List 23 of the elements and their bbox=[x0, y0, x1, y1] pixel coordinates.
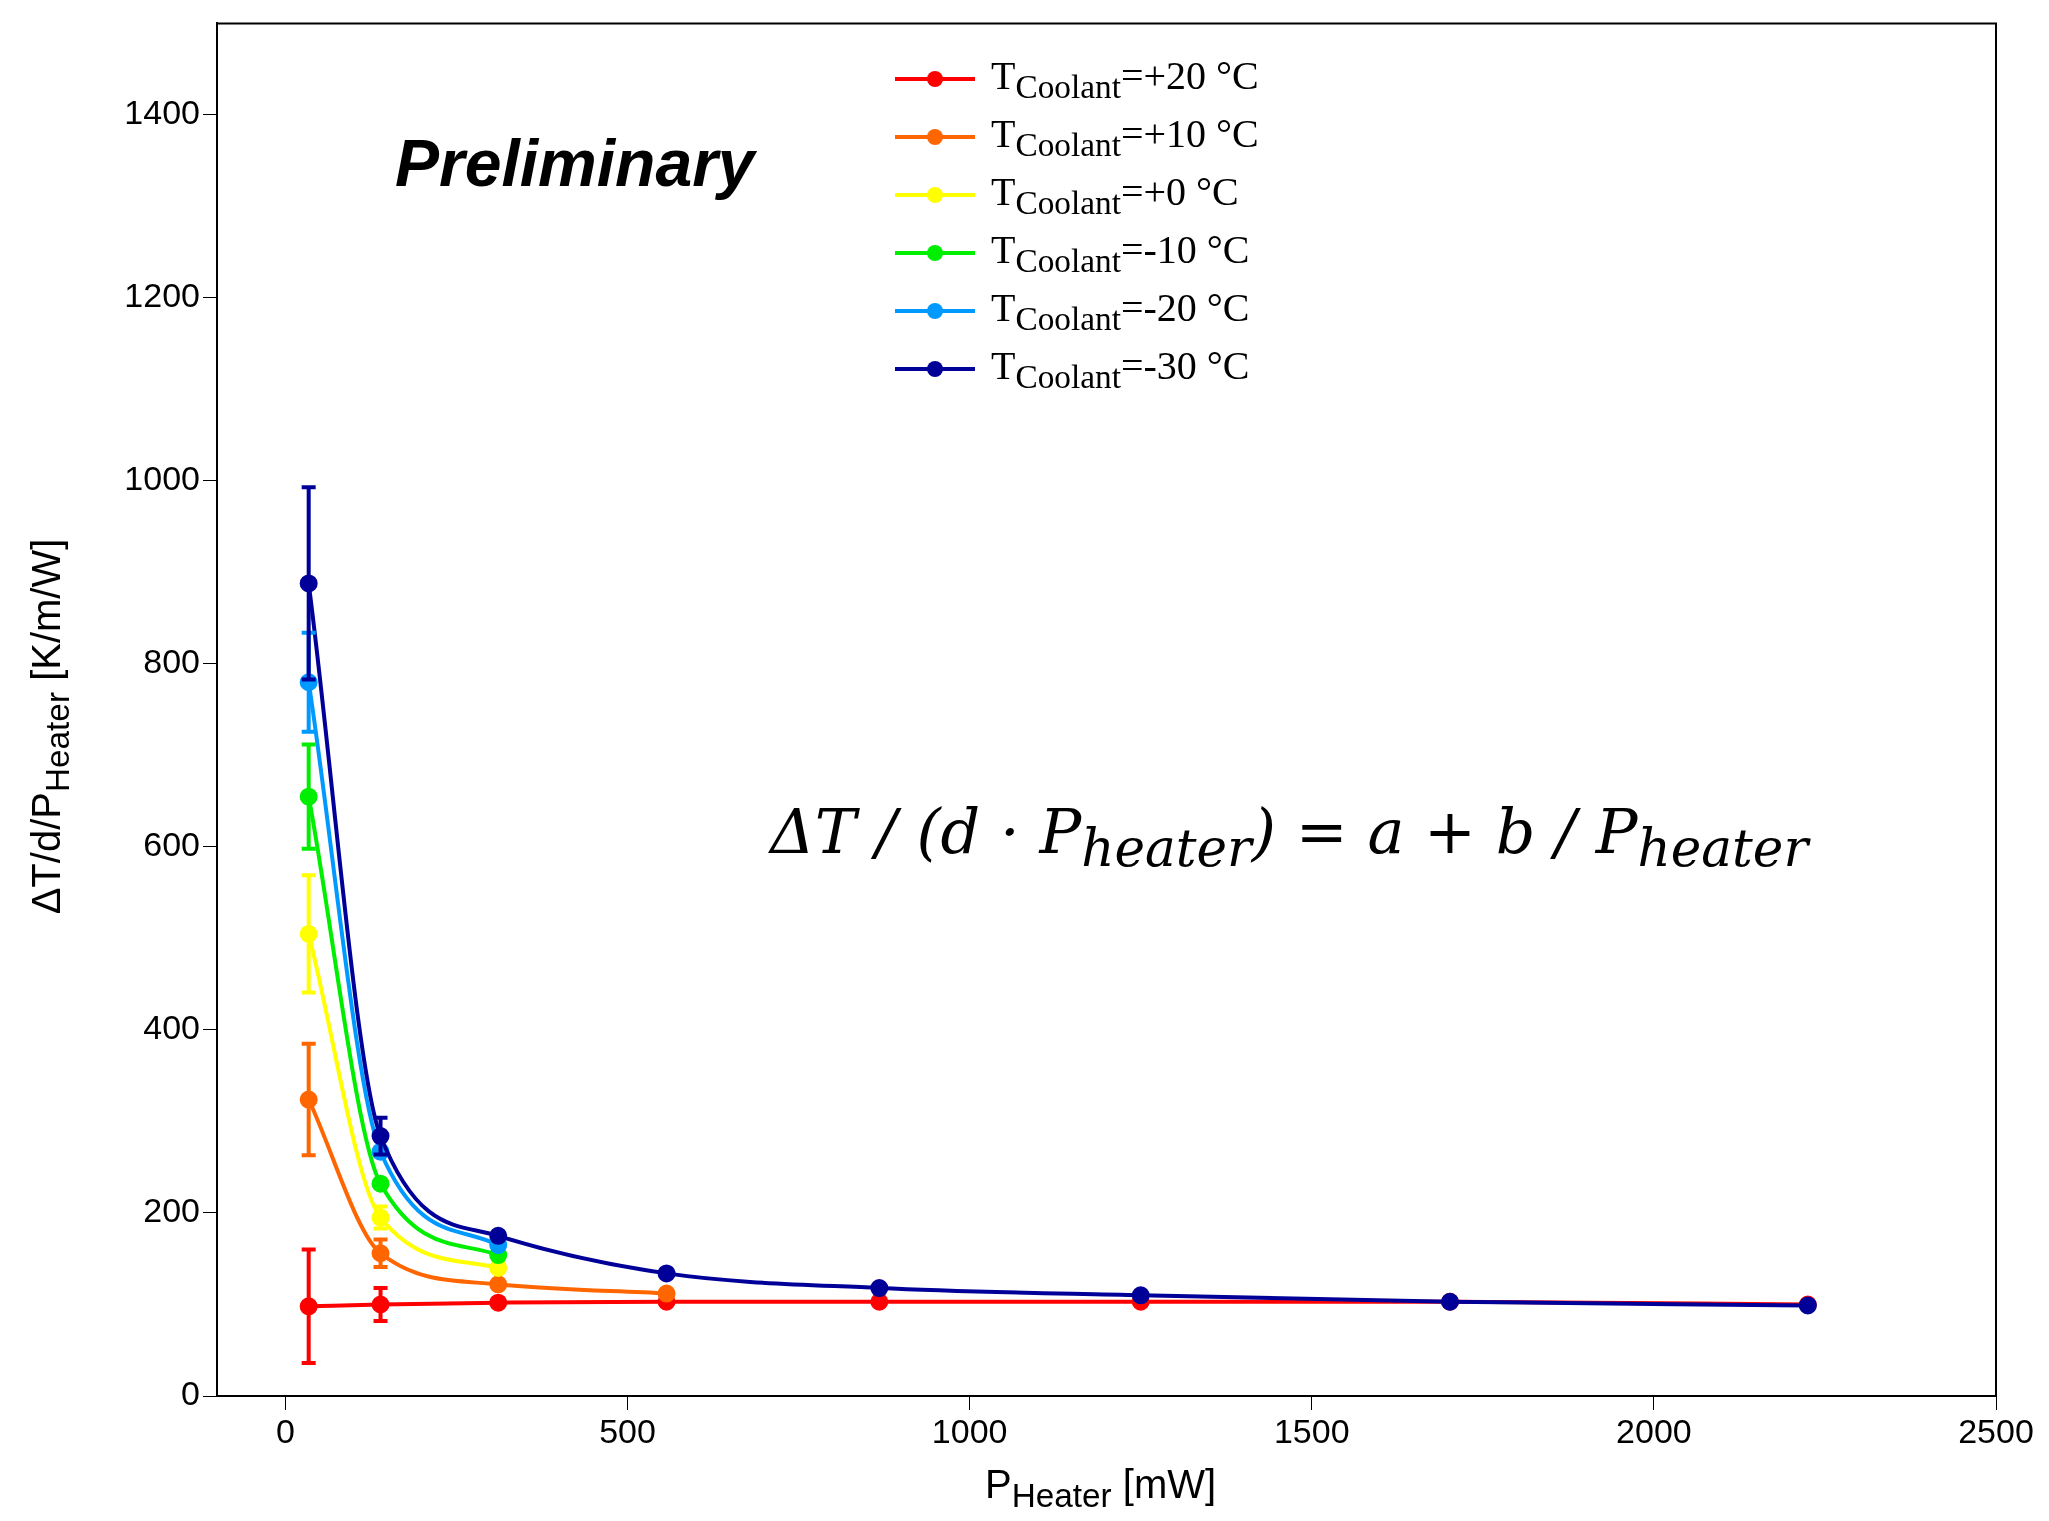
y-tick-label: 0 bbox=[181, 1374, 200, 1413]
legend-label: T$_{Coolant}$=+20 °C bbox=[991, 52, 1259, 106]
annotation: Preliminary bbox=[395, 125, 755, 201]
x-tick-label: 1500 bbox=[1273, 1411, 1350, 1450]
x-tick-label: 2000 bbox=[1616, 1411, 1692, 1450]
y-tick-label: 400 bbox=[143, 1008, 200, 1047]
legend-label: T$_{Coolant}$=-20 °C bbox=[991, 284, 1250, 338]
x-axis-title: P$_{Heater}$ [mW] bbox=[985, 1462, 1217, 1515]
annotation: ΔT / (d · P$_{heater}$) = a + b / P$_{heater}$ bbox=[770, 795, 1809, 879]
y-tick-label: 200 bbox=[143, 1191, 200, 1230]
y-tick-label: 1400 bbox=[124, 93, 200, 132]
x-tick-label: 1000 bbox=[931, 1411, 1008, 1450]
legend-label: T$_{Coolant}$=+0 °C bbox=[991, 168, 1239, 222]
x-tick-label: 0 bbox=[275, 1411, 295, 1450]
x-tick-label: 500 bbox=[599, 1411, 656, 1450]
legend-label: T$_{Coolant}$=-30 °C bbox=[991, 342, 1250, 396]
legend-label: T$_{Coolant}$=-10 °C bbox=[991, 226, 1250, 280]
legend-label: T$_{Coolant}$=+10 °C bbox=[991, 110, 1259, 164]
x-tick-label: 2500 bbox=[1958, 1411, 2034, 1450]
y-tick-label: 1000 bbox=[124, 459, 200, 498]
y-tick-label: 600 bbox=[143, 825, 200, 864]
y-tick-label: 800 bbox=[143, 642, 200, 681]
y-tick-label: 1200 bbox=[124, 276, 200, 315]
